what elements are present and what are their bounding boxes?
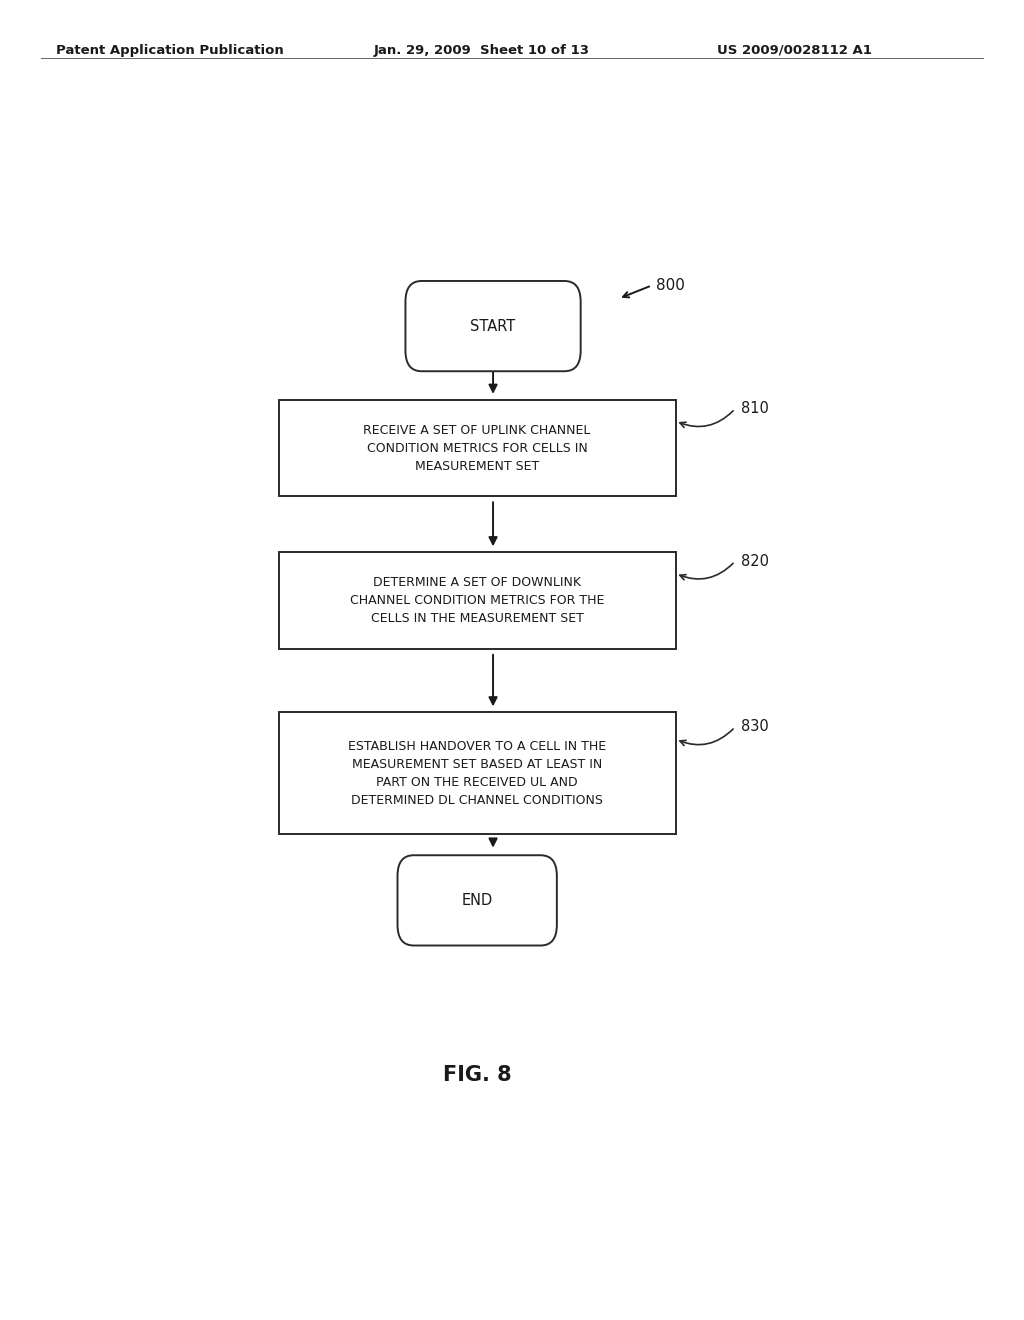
FancyBboxPatch shape [279,400,676,496]
FancyBboxPatch shape [279,713,676,834]
Text: END: END [462,892,493,908]
Text: ESTABLISH HANDOVER TO A CELL IN THE
MEASUREMENT SET BASED AT LEAST IN
PART ON TH: ESTABLISH HANDOVER TO A CELL IN THE MEAS… [348,739,606,807]
FancyBboxPatch shape [279,552,676,649]
Text: 820: 820 [741,554,769,569]
Text: US 2009/0028112 A1: US 2009/0028112 A1 [717,44,871,57]
Text: 830: 830 [741,719,769,734]
Text: Patent Application Publication: Patent Application Publication [56,44,284,57]
Text: RECEIVE A SET OF UPLINK CHANNEL
CONDITION METRICS FOR CELLS IN
MEASUREMENT SET: RECEIVE A SET OF UPLINK CHANNEL CONDITIO… [364,424,591,473]
Text: DETERMINE A SET OF DOWNLINK
CHANNEL CONDITION METRICS FOR THE
CELLS IN THE MEASU: DETERMINE A SET OF DOWNLINK CHANNEL COND… [350,576,604,626]
Text: 800: 800 [655,279,685,293]
FancyBboxPatch shape [397,855,557,945]
Text: START: START [470,318,516,334]
FancyBboxPatch shape [406,281,581,371]
Text: Jan. 29, 2009  Sheet 10 of 13: Jan. 29, 2009 Sheet 10 of 13 [374,44,590,57]
Text: 810: 810 [741,401,769,416]
Text: FIG. 8: FIG. 8 [442,1065,512,1085]
